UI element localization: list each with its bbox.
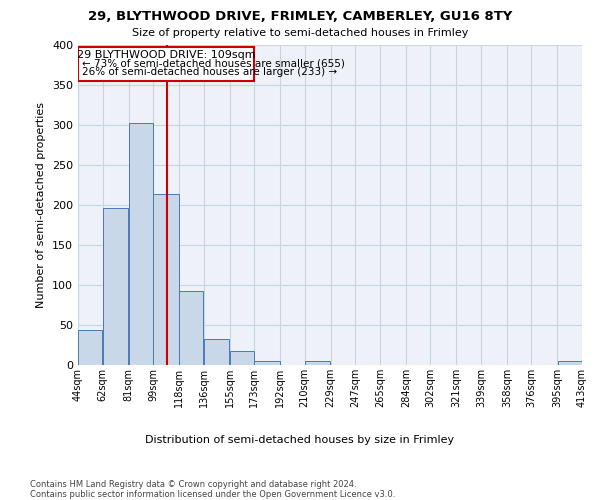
FancyBboxPatch shape [78,46,254,81]
Bar [305,361,331,365]
Bar [179,292,203,365]
Text: Contains HM Land Registry data © Crown copyright and database right 2024.
Contai: Contains HM Land Registry data © Crown c… [30,480,395,500]
Text: Distribution of semi-detached houses by size in Frimley: Distribution of semi-detached houses by … [145,435,455,445]
Bar [230,352,254,365]
Bar [103,208,128,365]
Bar [557,361,582,365]
Bar [78,330,103,365]
Text: Size of property relative to semi-detached houses in Frimley: Size of property relative to semi-detach… [132,28,468,38]
Bar [154,194,179,365]
Text: 26% of semi-detached houses are larger (233) →: 26% of semi-detached houses are larger (… [82,68,337,78]
Text: ← 73% of semi-detached houses are smaller (655): ← 73% of semi-detached houses are smalle… [82,59,345,69]
Text: 29, BLYTHWOOD DRIVE, FRIMLEY, CAMBERLEY, GU16 8TY: 29, BLYTHWOOD DRIVE, FRIMLEY, CAMBERLEY,… [88,10,512,23]
Bar [129,122,153,365]
Y-axis label: Number of semi-detached properties: Number of semi-detached properties [37,102,46,308]
Text: 29 BLYTHWOOD DRIVE: 109sqm: 29 BLYTHWOOD DRIVE: 109sqm [77,50,256,60]
Bar [254,361,280,365]
Bar [204,338,229,365]
